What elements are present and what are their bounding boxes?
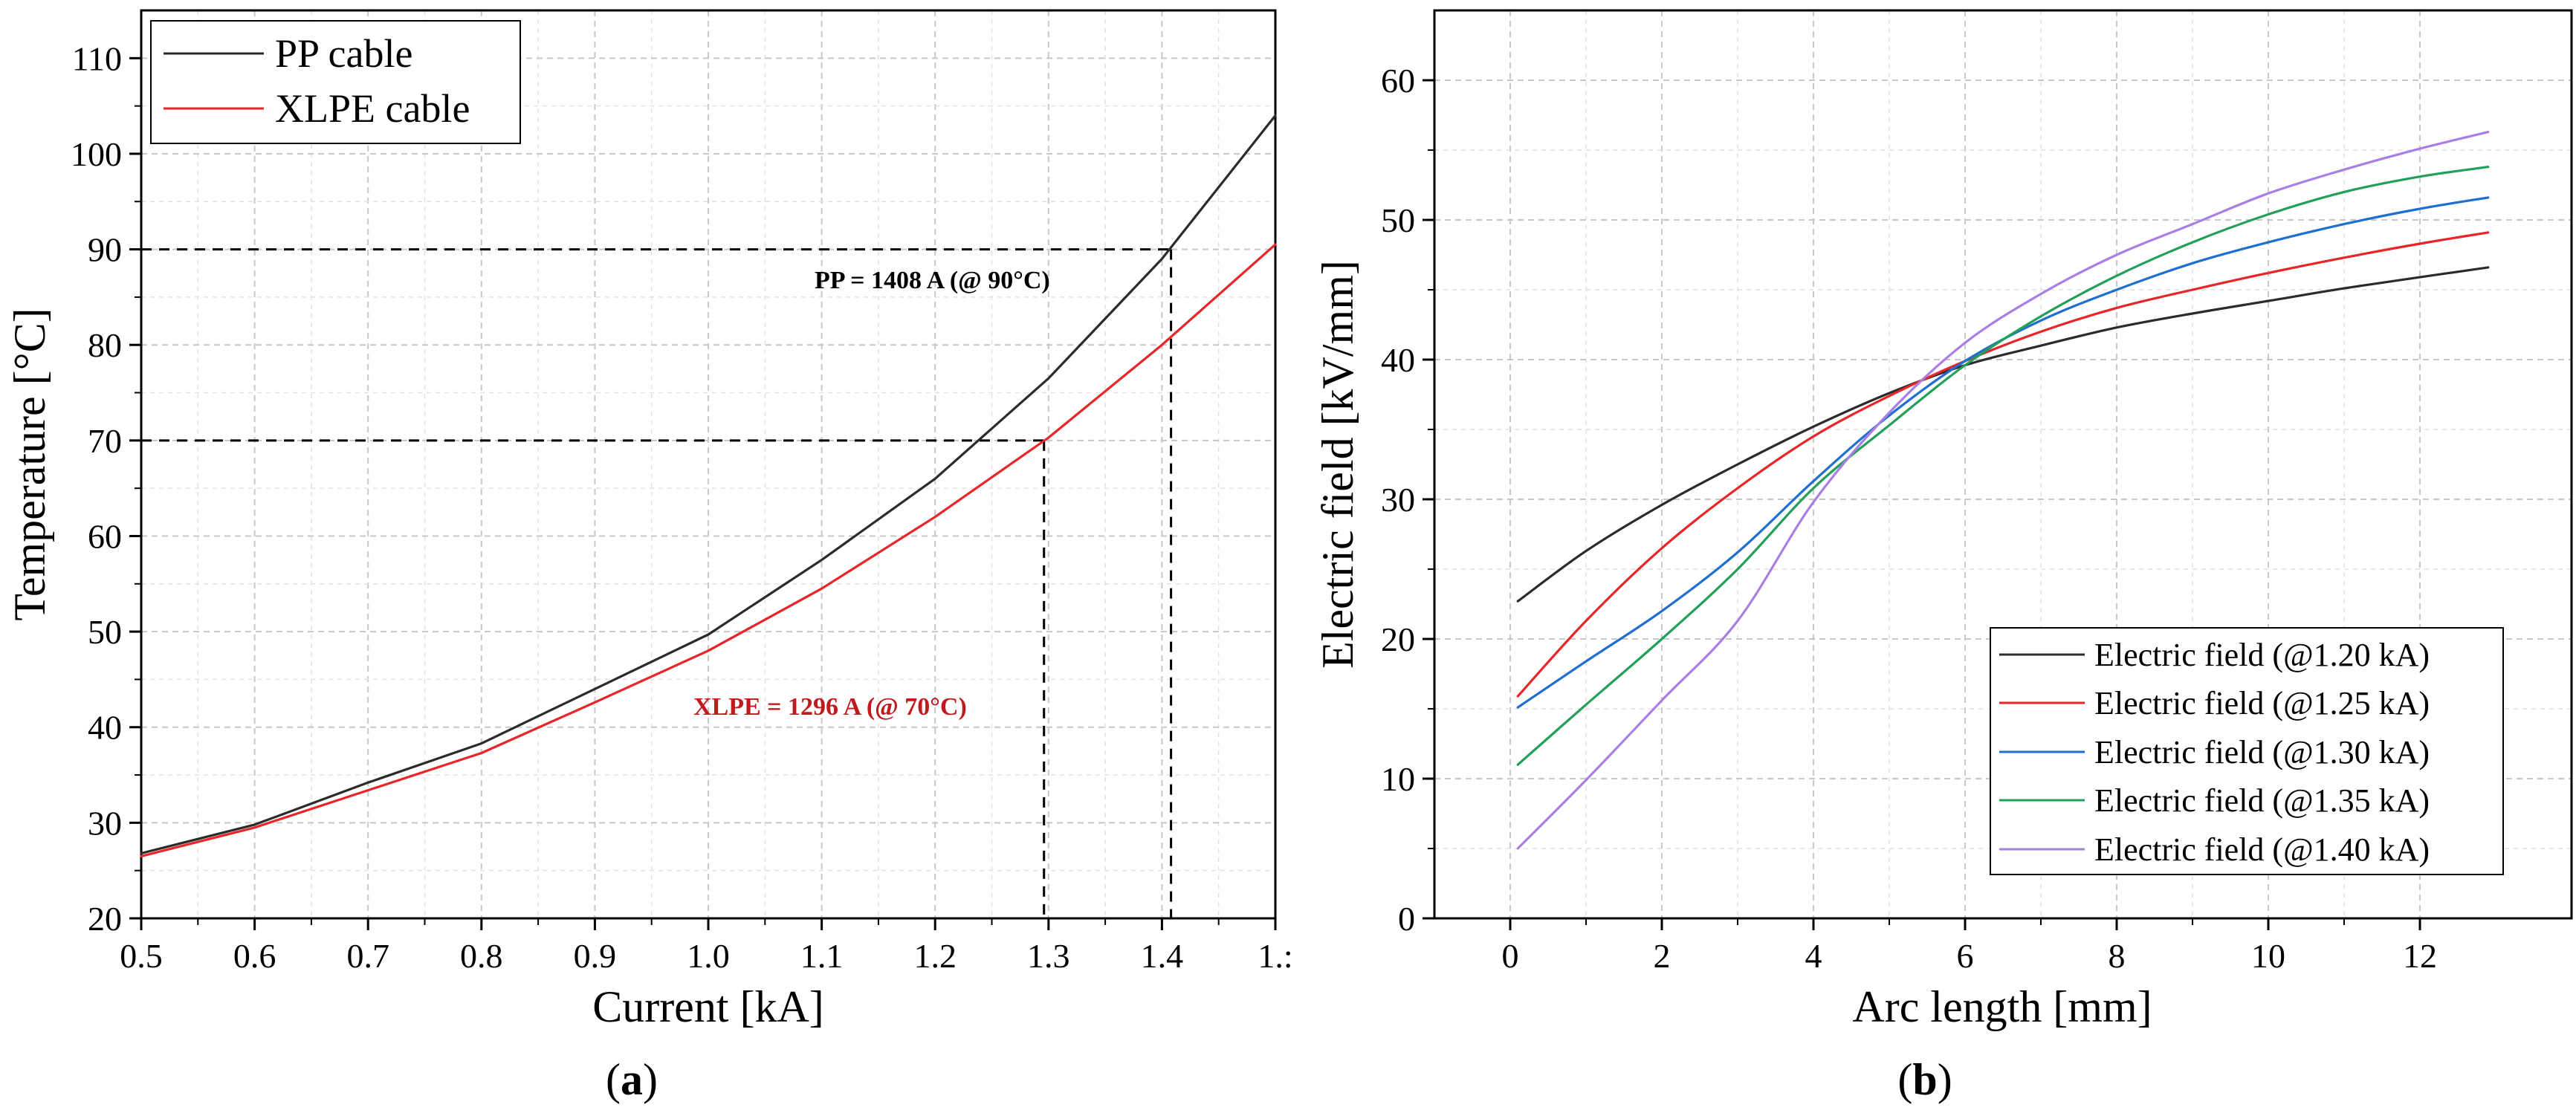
x-tick-label-b-0: 0 <box>1502 937 1519 975</box>
y-tick-label-a-9: 110 <box>72 39 122 77</box>
series-group-b <box>1516 131 2490 850</box>
x-tick-label-a-7: 1.2 <box>913 937 957 975</box>
legend-label-1-20: Electric field (@1.20 kA) <box>2094 637 2430 673</box>
annotation-pp: PP = 1408 A (@ 90°C) <box>815 267 1050 294</box>
x-tick-label-a-1: 0.6 <box>233 937 276 975</box>
y-tick-label-b-2: 20 <box>1381 620 1415 658</box>
x-tick-label-b-4: 8 <box>2109 937 2126 975</box>
y-tick-label-a-6: 80 <box>88 326 122 364</box>
ticks-a: 0.5 0.6 0.7 0.8 0.9 1.0 1.1 1.2 1.3 1.4 1.: 20 30 40 5… <box>71 39 1293 975</box>
y-tick-label-b-4: 40 <box>1381 341 1415 379</box>
x-tick-label-a-3: 0.8 <box>460 937 503 975</box>
plot-frame-b <box>1433 9 2573 920</box>
x-axis-title-b: Arc length [mm] <box>1852 982 2152 1031</box>
reference-lines-a <box>141 248 1173 918</box>
series-line-a-1 <box>140 243 1277 857</box>
series-line-b-0 <box>1516 266 2490 603</box>
y-tick-label-b-0: 0 <box>1398 900 1415 938</box>
legend-label-xlpe: XLPE cable <box>275 86 470 131</box>
series-line-b-2 <box>1516 196 2490 709</box>
x-tick-label-b-2: 4 <box>1805 937 1822 975</box>
panel-label-b: (b) <box>1897 1055 1952 1104</box>
y-tick-label-a-8: 100 <box>71 135 122 173</box>
x-tick-label-a-2: 0.7 <box>346 937 389 975</box>
x-tick-label-a-10: 1.: <box>1258 937 1292 975</box>
y-tick-label-b-6: 60 <box>1381 62 1415 100</box>
x-tick-label-a-9: 1.4 <box>1141 937 1184 975</box>
y-tick-label-b-3: 30 <box>1381 481 1415 519</box>
x-tick-label-b-6: 12 <box>2403 937 2437 975</box>
y-tick-label-a-4: 60 <box>88 517 122 555</box>
y-tick-label-a-1: 30 <box>88 804 122 842</box>
y-tick-label-a-5: 70 <box>88 422 122 460</box>
y-tick-label-a-2: 40 <box>88 709 122 747</box>
legend-a: PP cable XLPE cable <box>150 20 521 144</box>
x-tick-label-b-3: 6 <box>1957 937 1974 975</box>
chart-panel-b: 0 2 4 6 8 10 12 0 10 20 30 40 50 60 Electric field (@… <box>1313 9 2573 1104</box>
x-tick-label-b-1: 2 <box>1654 937 1671 975</box>
y-axis-title-b: Electric field [kV/mm] <box>1313 260 1362 669</box>
y-tick-label-a-7: 90 <box>88 231 122 269</box>
y-tick-label-a-3: 50 <box>88 613 122 651</box>
legend-label-1-40: Electric field (@1.40 kA) <box>2094 831 2430 868</box>
annotation-xlpe: XLPE = 1296 A (@ 70°C) <box>693 693 967 721</box>
series-line-a-0 <box>140 114 1277 855</box>
legend-frame-a <box>150 20 521 144</box>
x-axis-title-a: Current [kA] <box>592 982 824 1031</box>
series-line-b-1 <box>1516 231 2490 698</box>
legend-b: Electric field (@1.20 kA) Electric field… <box>1990 627 2504 875</box>
grid-a <box>141 10 1275 918</box>
x-tick-label-b-5: 10 <box>2251 937 2285 975</box>
x-tick-label-a-8: 1.3 <box>1027 937 1070 975</box>
legend-label-1-30: Electric field (@1.30 kA) <box>2094 734 2430 770</box>
legend-label-1-25: Electric field (@1.25 kA) <box>2094 685 2430 721</box>
grid-b <box>1434 10 2572 918</box>
chart-panel-a: 0.5 0.6 0.7 0.8 0.9 1.0 1.1 1.2 1.3 1.4 1.: 20 30 40 5… <box>5 9 1293 1104</box>
series-line-b-4 <box>1516 131 2490 850</box>
panel-label-a: (a) <box>606 1055 658 1104</box>
x-tick-label-a-4: 0.9 <box>574 937 617 975</box>
x-tick-label-a-0: 0.5 <box>120 937 163 975</box>
legend-label-1-35: Electric field (@1.35 kA) <box>2094 782 2430 819</box>
y-tick-label-b-1: 10 <box>1381 760 1415 798</box>
series-line-b-3 <box>1516 166 2490 766</box>
y-tick-label-b-5: 50 <box>1381 201 1415 239</box>
ticks-b: 0 2 4 6 8 10 12 0 10 20 30 40 50 60 <box>1381 62 2437 975</box>
y-axis-title-a: Temperature [°C] <box>5 308 54 620</box>
x-tick-label-a-6: 1.1 <box>800 937 844 975</box>
legend-label-pp: PP cable <box>275 31 412 76</box>
x-tick-label-a-5: 1.0 <box>687 937 730 975</box>
series-group-a <box>140 114 1277 857</box>
y-tick-label-a-0: 20 <box>88 900 122 938</box>
